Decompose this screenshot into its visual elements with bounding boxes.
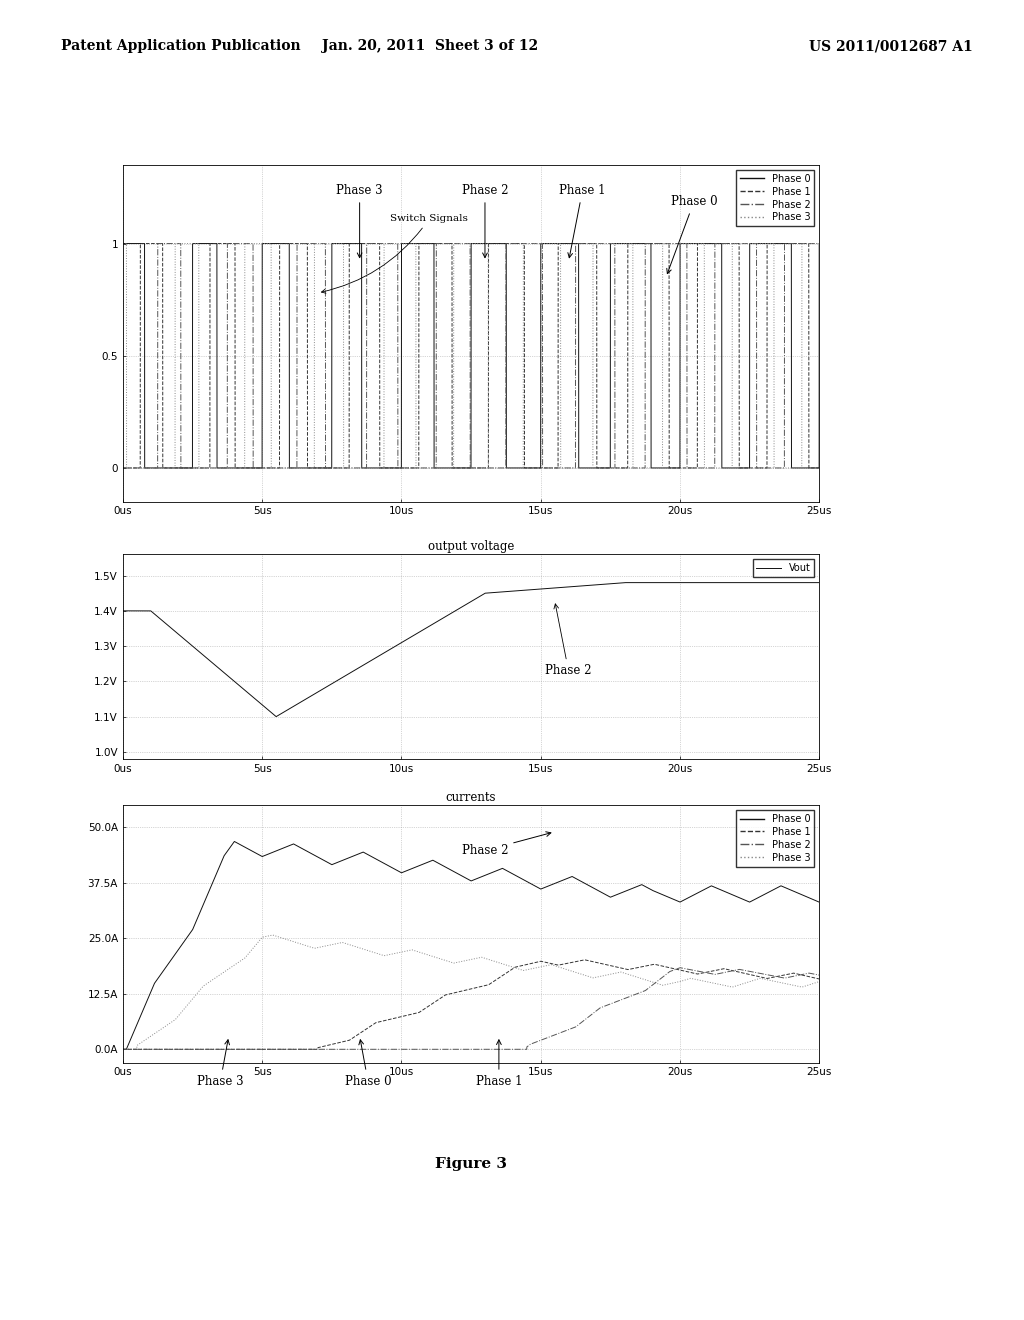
Vout: [145, 603, 158, 619]
Title: currents: currents: [445, 791, 497, 804]
Legend: Vout: Vout: [753, 560, 814, 577]
Text: Phase 2: Phase 2: [545, 605, 592, 677]
Text: Figure 3: Figure 3: [435, 1158, 507, 1171]
Title: output voltage: output voltage: [428, 540, 514, 553]
Vout: [776, 574, 788, 590]
Vout: [117, 603, 129, 619]
Text: US 2011/0012687 A1: US 2011/0012687 A1: [809, 40, 973, 53]
Vout: [618, 574, 631, 590]
Line: Vout: Vout: [123, 582, 819, 717]
Text: Switch Signals: Switch Signals: [322, 214, 468, 293]
Text: Phase 1: Phase 1: [475, 1040, 522, 1088]
Text: Phase 3: Phase 3: [197, 1040, 244, 1088]
Vout: [253, 694, 265, 710]
Text: Phase 0: Phase 0: [667, 195, 717, 273]
Text: Phase 0: Phase 0: [345, 1040, 391, 1088]
Text: Phase 2: Phase 2: [462, 185, 508, 257]
Vout: [120, 603, 132, 619]
Text: Patent Application Publication: Patent Application Publication: [61, 40, 301, 53]
Text: Phase 2: Phase 2: [462, 832, 551, 857]
Vout: [813, 574, 825, 590]
Vout: [159, 615, 171, 631]
Vout: [457, 598, 469, 614]
Text: Jan. 20, 2011  Sheet 3 of 12: Jan. 20, 2011 Sheet 3 of 12: [322, 40, 539, 53]
Legend: Phase 0, Phase 1, Phase 2, Phase 3: Phase 0, Phase 1, Phase 2, Phase 3: [735, 810, 814, 867]
Text: Phase 3: Phase 3: [336, 185, 383, 257]
Vout: [270, 709, 283, 725]
Text: Phase 1: Phase 1: [559, 185, 606, 257]
Legend: Phase 0, Phase 1, Phase 2, Phase 3: Phase 0, Phase 1, Phase 2, Phase 3: [735, 170, 814, 227]
